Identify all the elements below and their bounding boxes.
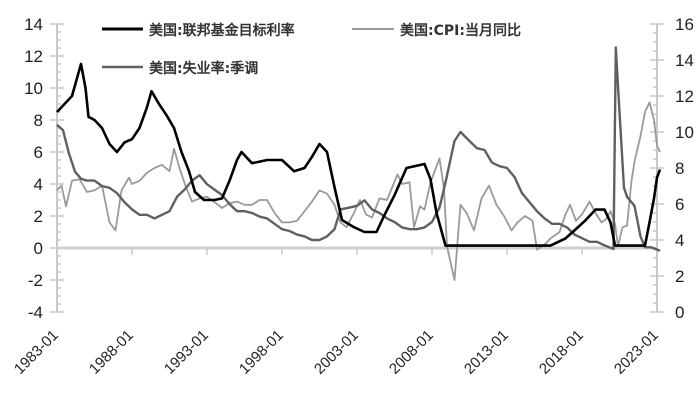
left-tick-label: 10 — [24, 79, 43, 98]
right-tick-label: 10 — [675, 123, 694, 142]
legend-label-cpi: 美国:CPI:当月同比 — [400, 22, 521, 39]
x-tick-label: 2008-01 — [386, 327, 437, 378]
unemployment-rate-line — [56, 46, 661, 252]
right-tick-label: 2 — [675, 267, 684, 286]
x-tick-label: 2013-01 — [461, 327, 512, 378]
left-tick-label: 4 — [34, 175, 43, 194]
left-tick-label: 0 — [34, 239, 43, 258]
right-tick-label: 6 — [675, 195, 684, 214]
legend-label-unemployment: 美国:失业率:季调 — [149, 60, 258, 77]
legend-item-unemployment: 美国:失业率:季调 — [102, 60, 258, 77]
right-tick-label: 16 — [675, 15, 694, 34]
legend-item-cpi: 美国:CPI:当月同比 — [352, 22, 521, 39]
left-tick-label: 14 — [24, 15, 43, 34]
x-axis: 1983-01 1988-01 1993-01 1998-01 2003-01 2008-… — [11, 248, 662, 378]
left-tick-label: -2 — [28, 271, 43, 290]
legend-item-fed-rate: 美国:联邦基金目标利率 — [102, 22, 295, 39]
fed-funds-rate-line — [56, 62, 662, 247]
left-tick-label: 8 — [34, 111, 43, 130]
right-tick-label: 0 — [675, 303, 684, 322]
x-tick-label: 1983-01 — [11, 327, 62, 378]
x-tick-label: 1993-01 — [161, 327, 212, 378]
x-tick-label: 1998-01 — [236, 327, 287, 378]
x-tick-label: 1988-01 — [86, 327, 137, 378]
right-tick-label: 14 — [675, 51, 694, 70]
series-layer — [56, 46, 662, 281]
right-axis: 16 14 12 10 8 6 4 2 0 — [650, 15, 694, 322]
cpi-yoy-line — [56, 101, 661, 281]
left-tick-label: 2 — [34, 207, 43, 226]
left-tick-label: 6 — [34, 143, 43, 162]
right-tick-label: 12 — [675, 87, 694, 106]
left-axis: 14 12 10 8 6 4 2 0 -2 -4 — [24, 15, 64, 322]
legend-label-fed-rate: 美国:联邦基金目标利率 — [149, 22, 295, 39]
right-tick-label: 8 — [675, 159, 684, 178]
x-tick-label: 2003-01 — [311, 327, 362, 378]
legend: 美国:联邦基金目标利率 美国:CPI:当月同比 美国:失业率:季调 — [102, 22, 521, 77]
right-tick-label: 4 — [675, 231, 684, 250]
left-tick-label: -4 — [28, 303, 43, 322]
x-tick-label: 2018-01 — [536, 327, 587, 378]
left-tick-label: 12 — [24, 47, 43, 66]
x-tick-label: 2023-01 — [611, 327, 662, 378]
